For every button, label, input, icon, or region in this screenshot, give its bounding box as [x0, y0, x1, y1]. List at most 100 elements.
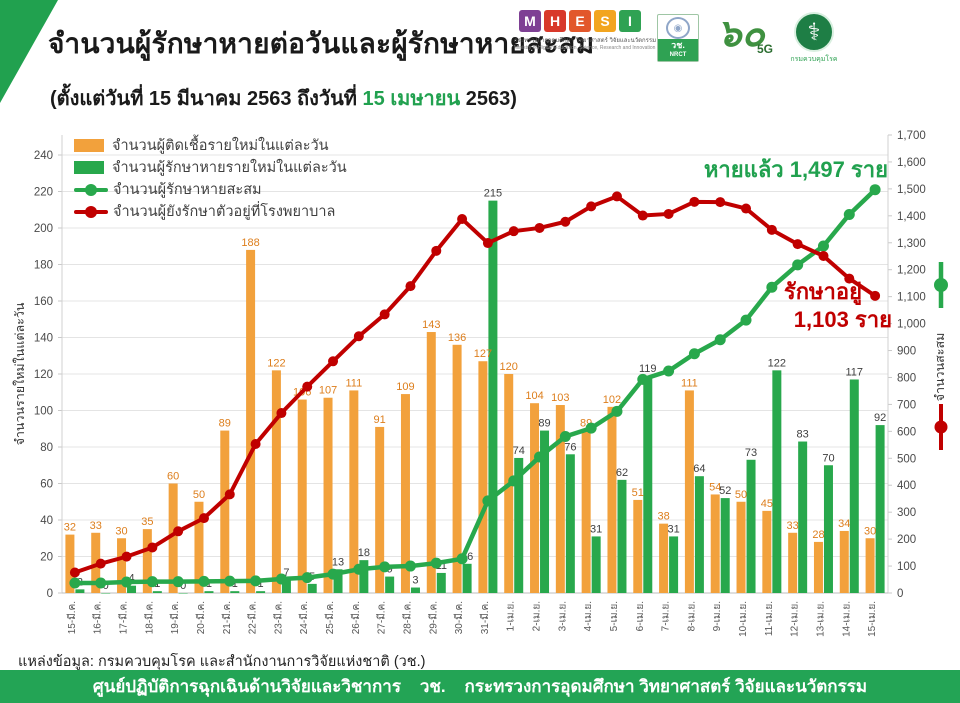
svg-text:1: 1	[232, 578, 238, 590]
svg-text:35: 35	[141, 516, 153, 528]
svg-text:122: 122	[267, 357, 285, 369]
svg-text:160: 160	[34, 296, 53, 308]
svg-text:111: 111	[681, 377, 698, 389]
anniversary-5g-label: 5G	[756, 42, 773, 56]
svg-text:29-มี.ค.: 29-มี.ค.	[427, 601, 439, 634]
svg-text:73: 73	[745, 447, 757, 459]
svg-text:18-มี.ค.: 18-มี.ค.	[143, 601, 155, 634]
svg-text:15-มี.ค.: 15-มี.ค.	[66, 601, 78, 634]
svg-text:800: 800	[897, 372, 916, 384]
svg-text:8-เม.ย.: 8-เม.ย.	[686, 601, 697, 631]
mhesi-letter-e: E	[569, 10, 591, 32]
svg-text:2-เม.ย.: 2-เม.ย.	[532, 601, 543, 631]
nrct-logo: ◉ วช. NRCT	[657, 14, 699, 62]
corner-decoration	[0, 0, 58, 103]
svg-text:122: 122	[768, 357, 786, 369]
legend-label-cumulative-recovered: จำนวนผู้รักษาหายสะสม	[113, 181, 262, 198]
svg-text:400: 400	[897, 480, 916, 492]
svg-text:31: 31	[667, 523, 679, 535]
svg-text:102: 102	[603, 394, 621, 406]
svg-text:30: 30	[864, 525, 876, 537]
nrct-label: วช.	[671, 40, 685, 50]
svg-text:26-มี.ค.: 26-มี.ค.	[350, 601, 362, 634]
anniversary-number: ๖๐	[717, 13, 765, 55]
footer-banner: ศูนย์ปฏิบัติการฉุกเฉินด้านวิจัยและวิชากา…	[0, 670, 960, 703]
svg-text:76: 76	[564, 441, 576, 453]
svg-text:34: 34	[838, 518, 850, 530]
legend-label-new-cases: จำนวนผู้ติดเชื้อรายใหม่ในแต่ละวัน	[112, 137, 329, 154]
svg-text:1: 1	[154, 578, 160, 590]
svg-text:33: 33	[90, 520, 102, 532]
svg-text:74: 74	[513, 445, 525, 457]
green-swatch-icon	[74, 160, 104, 174]
page-subtitle: (ตั้งแต่วันที่ 15 มีนาคม 2563 ถึงวันที่ …	[50, 82, 517, 114]
svg-text:1,700: 1,700	[897, 130, 926, 142]
svg-text:21-มี.ค.: 21-มี.ค.	[221, 601, 233, 634]
mhesi-letter-m: M	[519, 10, 541, 32]
svg-text:83: 83	[797, 429, 809, 441]
mhesi-letter-i: I	[619, 10, 641, 32]
svg-text:1,100: 1,100	[897, 292, 926, 304]
svg-text:70: 70	[822, 452, 834, 464]
svg-text:12-เม.ย.: 12-เม.ย.	[790, 601, 801, 637]
svg-text:104: 104	[525, 390, 543, 402]
red-line-marker-icon	[74, 205, 108, 218]
svg-text:25-มี.ค.: 25-มี.ค.	[324, 601, 336, 634]
svg-text:27-มี.ค.: 27-มี.ค.	[376, 601, 388, 634]
svg-text:103: 103	[551, 392, 569, 404]
svg-text:3: 3	[412, 575, 418, 587]
svg-text:7: 7	[283, 567, 289, 579]
svg-text:92: 92	[874, 412, 886, 424]
svg-text:7-เม.ย.: 7-เม.ย.	[661, 601, 672, 631]
svg-text:20-มี.ค.: 20-มี.ค.	[195, 601, 207, 634]
svg-text:143: 143	[422, 319, 440, 331]
svg-text:0: 0	[47, 588, 53, 600]
svg-text:13-เม.ย.: 13-เม.ย.	[815, 601, 826, 637]
svg-text:30-มี.ค.: 30-มี.ค.	[453, 601, 465, 634]
svg-text:13: 13	[332, 556, 344, 568]
svg-text:11: 11	[436, 560, 447, 572]
subtitle-suffix: 2563)	[460, 88, 517, 110]
svg-text:109: 109	[396, 381, 414, 393]
legend-item-new-recovered: จำนวนผู้รักษาหายรายใหม่ในแต่ละวัน	[74, 156, 347, 178]
svg-text:30: 30	[115, 525, 127, 537]
svg-text:17-มี.ค.: 17-มี.ค.	[118, 601, 130, 634]
mhesi-thai-name: กระทรวงการอุดมศึกษา วิทยาศาสตร์ วิจัยและ…	[514, 38, 657, 44]
svg-text:32: 32	[64, 522, 76, 534]
svg-text:700: 700	[897, 399, 916, 411]
svg-text:0: 0	[897, 588, 903, 600]
svg-text:200: 200	[897, 534, 916, 546]
svg-text:20: 20	[40, 552, 53, 564]
svg-text:50: 50	[735, 489, 747, 501]
page-title: จำนวนผู้รักษาหายต่อวันและผู้รักษาหายสะสม	[48, 28, 595, 59]
svg-text:1,500: 1,500	[897, 184, 926, 196]
annotation-in-care-total: รักษาอยู่ 1,103 ราย	[783, 279, 892, 332]
svg-text:19-มี.ค.: 19-มี.ค.	[169, 601, 181, 634]
data-source-note: แหล่งข้อมูล: กรมควบคุมโรค และสำนักงานการ…	[18, 654, 426, 670]
svg-text:1,000: 1,000	[897, 319, 926, 331]
green-line-marker-icon	[74, 183, 108, 196]
svg-text:จำนวนสะสม: จำนวนสะสม	[933, 333, 947, 402]
svg-text:1,400: 1,400	[897, 211, 926, 223]
svg-text:51: 51	[632, 487, 644, 499]
svg-text:127: 127	[474, 348, 492, 360]
svg-text:33: 33	[787, 520, 799, 532]
svg-text:11-เม.ย.: 11-เม.ย.	[764, 601, 775, 636]
anniversary-60-logo: ๖๐ 5G	[708, 12, 774, 70]
svg-text:240: 240	[34, 150, 53, 162]
svg-text:10-เม.ย.: 10-เม.ย.	[738, 601, 749, 637]
svg-text:100: 100	[897, 561, 916, 573]
svg-text:0: 0	[103, 580, 109, 592]
svg-text:23-มี.ค.: 23-มี.ค.	[272, 601, 284, 634]
svg-text:107: 107	[319, 385, 337, 397]
svg-text:31: 31	[590, 523, 602, 535]
svg-text:1: 1	[258, 578, 264, 590]
ddc-logo: ⚕ กรมควบคุมโรค	[782, 12, 846, 65]
svg-text:600: 600	[897, 426, 916, 438]
svg-text:0: 0	[180, 580, 186, 592]
svg-text:140: 140	[34, 333, 53, 345]
svg-text:31-มี.ค.: 31-มี.ค.	[479, 601, 491, 634]
svg-text:900: 900	[897, 346, 916, 358]
svg-text:300: 300	[897, 507, 916, 519]
svg-text:89: 89	[219, 418, 231, 430]
